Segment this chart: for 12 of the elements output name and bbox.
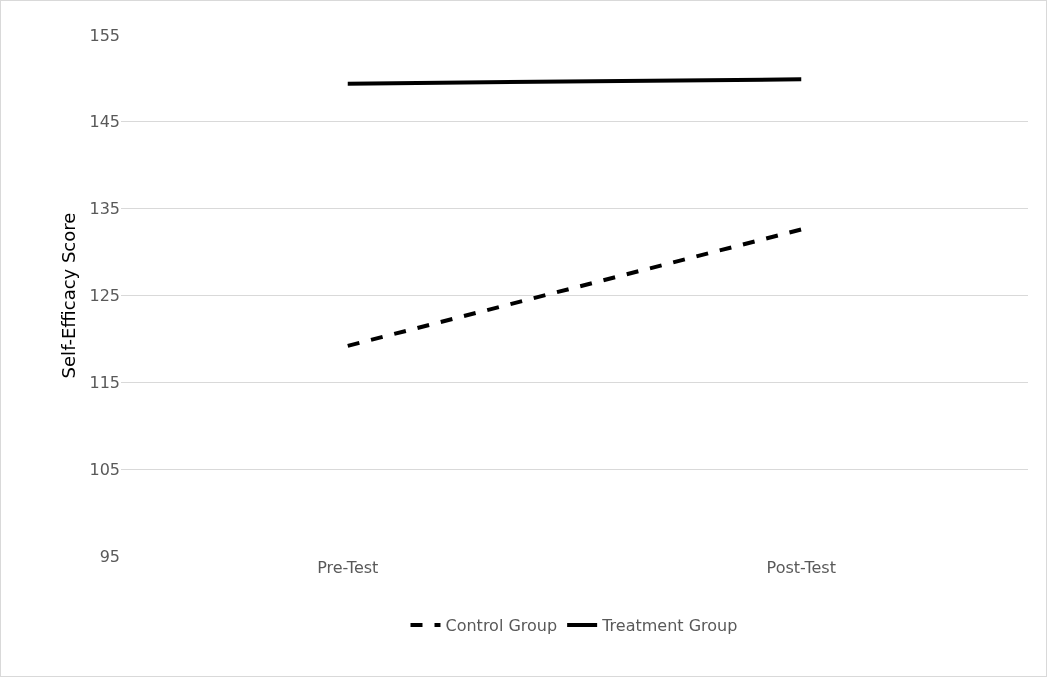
legend-label: Treatment Group <box>601 616 738 636</box>
y-axis-title: Self-Efficacy Score <box>58 212 79 379</box>
y-tick-label: 115 <box>89 372 120 392</box>
x-tick-label: Pre-Test <box>317 558 379 577</box>
legend-label: Control Group <box>445 616 558 636</box>
y-tick-label: 105 <box>89 459 120 479</box>
y-tick-label: 95 <box>99 546 120 566</box>
y-tick-label: 125 <box>89 286 120 306</box>
y-tick-label: 135 <box>89 199 120 219</box>
x-tick-label: Post-Test <box>766 558 836 577</box>
y-tick-label: 145 <box>89 112 120 132</box>
y-tick-label: 155 <box>89 25 120 45</box>
